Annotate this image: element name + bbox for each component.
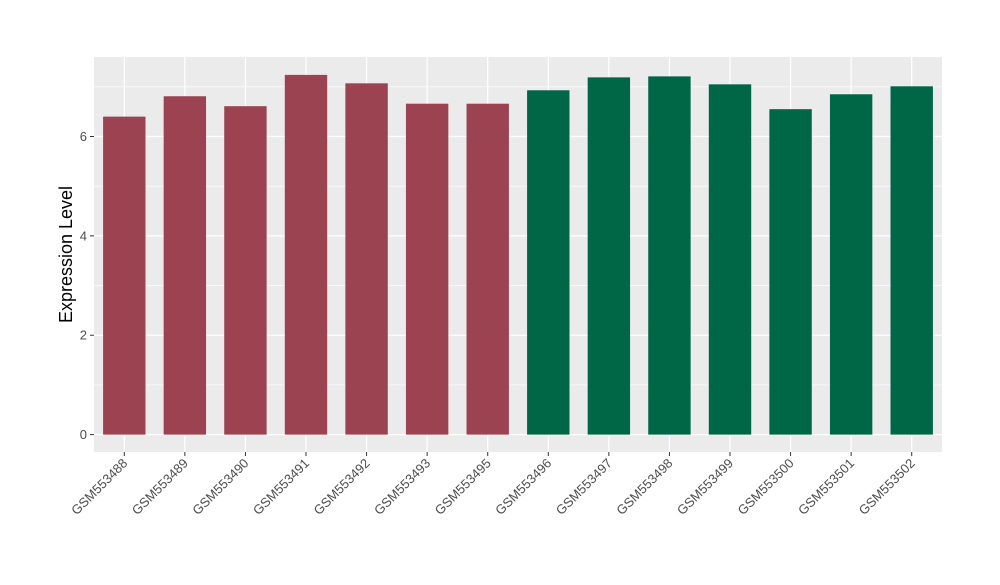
x-tick-label: GSM553495 — [432, 456, 494, 518]
bar-GSM553497 — [587, 77, 631, 435]
y-axis: 0 2 4 6 — [80, 129, 94, 442]
bar-GSM553499 — [708, 84, 752, 435]
x-tick-label: GSM553492 — [310, 456, 372, 518]
bar-GSM553501 — [829, 94, 873, 435]
plot-panel — [94, 57, 942, 452]
y-tick-label: 4 — [80, 228, 87, 243]
x-tick-label: GSM553498 — [613, 456, 675, 518]
x-tick-label: GSM553490 — [189, 456, 251, 518]
bar-GSM553500 — [769, 109, 812, 435]
y-axis-label: Expression Level — [56, 186, 76, 323]
x-axis: GSM553488GSM553489GSM553490GSM553491GSM5… — [68, 452, 918, 518]
x-tick-label: GSM553488 — [68, 456, 130, 518]
bar-GSM553490 — [224, 106, 267, 435]
bar-GSM553489 — [163, 96, 207, 435]
x-tick-label: GSM553499 — [674, 456, 736, 518]
x-tick-label: GSM553497 — [553, 456, 615, 518]
bar-GSM553498 — [648, 76, 691, 435]
x-tick-label: GSM553491 — [250, 456, 312, 518]
x-tick-label: GSM553489 — [129, 456, 191, 518]
bar-GSM553492 — [345, 83, 388, 435]
y-tick-label: 0 — [80, 427, 87, 442]
bar-GSM553502 — [890, 86, 933, 435]
y-tick-label: 6 — [80, 129, 87, 144]
x-tick-label: GSM553501 — [795, 456, 857, 518]
x-tick-label: GSM553493 — [371, 456, 433, 518]
bar-GSM553496 — [527, 90, 570, 435]
x-tick-label: GSM553500 — [734, 456, 796, 518]
bar-GSM553493 — [405, 103, 449, 435]
bar-GSM553491 — [284, 74, 328, 435]
bar-GSM553495 — [466, 103, 509, 435]
bar-GSM553488 — [103, 116, 146, 435]
y-tick-label: 2 — [80, 328, 87, 343]
x-tick-label: GSM553496 — [492, 456, 554, 518]
bars — [103, 74, 933, 435]
x-tick-label: GSM553502 — [856, 456, 918, 518]
